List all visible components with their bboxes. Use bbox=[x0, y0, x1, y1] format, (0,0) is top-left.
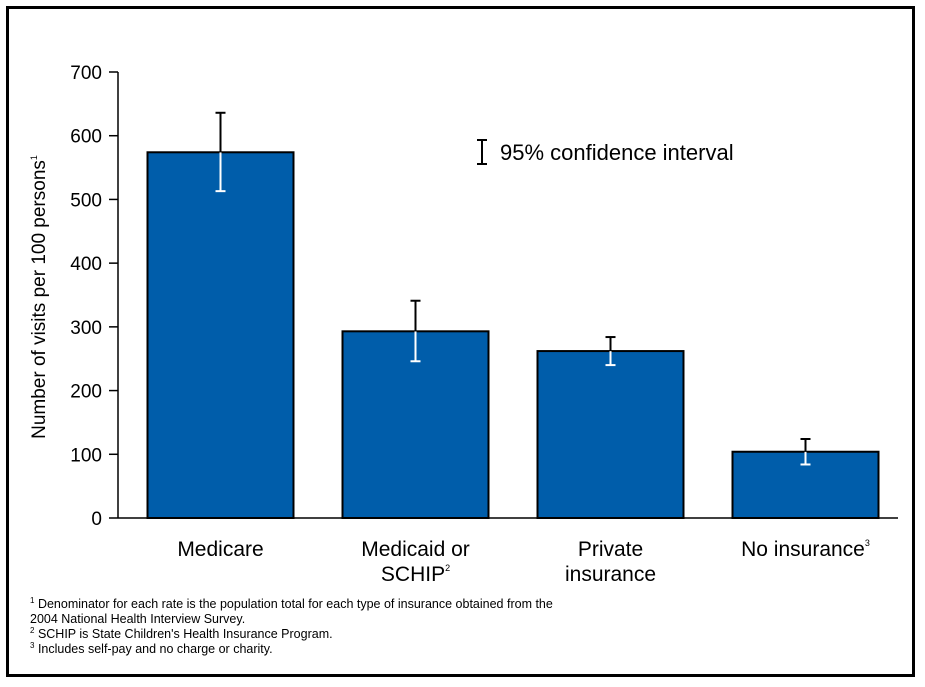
x-category-label: Private insurance bbox=[565, 538, 656, 586]
x-category-label: Medicaid or SCHIP2 bbox=[361, 538, 470, 586]
legend: 95% confidence interval bbox=[477, 139, 734, 165]
y-tick-label: 700 bbox=[70, 63, 102, 84]
y-axis-title-text: Number of visits per 100 persons bbox=[29, 160, 50, 439]
x-category-label: Medicare bbox=[177, 538, 263, 561]
x-category-label-line: Medicaid or bbox=[361, 538, 470, 561]
labels: 0 100 200 300 400 500 600 700 Number of visits p… bbox=[29, 63, 870, 586]
footnote-text: SCHIP is State Children's Health Insuran… bbox=[37, 627, 333, 641]
y-tick-label: 200 bbox=[70, 382, 102, 403]
footnote-line: 1 Denominator for each rate is the popul… bbox=[30, 595, 890, 612]
bar bbox=[146, 151, 295, 519]
bar-chart: 0 100 200 300 400 500 600 700 Number of visits p… bbox=[29, 63, 898, 586]
x-category-label-line: Private bbox=[578, 538, 643, 561]
y-tick-label: 0 bbox=[91, 509, 102, 530]
legend-label: 95% confidence interval bbox=[500, 140, 734, 165]
footnote-line: 3 Includes self-pay and no charge or cha… bbox=[30, 640, 890, 657]
y-tick-label: 300 bbox=[70, 318, 102, 339]
x-category-label-line: Medicare bbox=[177, 538, 263, 561]
footnote-mark: 2 bbox=[30, 625, 35, 635]
x-category-label-line: SCHIP bbox=[381, 563, 445, 586]
footnote-text: Includes self-pay and no charge or chari… bbox=[37, 642, 273, 656]
footnote-mark: 1 bbox=[30, 595, 35, 605]
y-axis-title-footnote: 1 bbox=[29, 155, 39, 160]
bar bbox=[731, 450, 880, 520]
footnotes: 1 Denominator for each rate is the popul… bbox=[30, 595, 890, 657]
bar bbox=[536, 350, 685, 519]
footnote-text: Denominator for each rate is the populat… bbox=[37, 597, 553, 611]
footnote-line: 2004 National Health Interview Survey. bbox=[30, 612, 890, 627]
footnote-line: 2 SCHIP is State Children's Health Insur… bbox=[30, 625, 890, 642]
x-category-label-footnote: 3 bbox=[865, 538, 870, 548]
footnote-mark: 3 bbox=[30, 640, 35, 650]
x-category-label-line: insurance bbox=[565, 563, 656, 586]
bars bbox=[146, 151, 880, 520]
bar bbox=[341, 330, 490, 519]
error-bars bbox=[215, 111, 811, 466]
y-tick-label: 400 bbox=[70, 254, 102, 275]
x-category-label-footnote: 2 bbox=[445, 563, 450, 573]
x-category-label-line: No insurance bbox=[741, 538, 865, 561]
y-tick-label: 100 bbox=[70, 445, 102, 466]
y-tick-label: 600 bbox=[70, 127, 102, 148]
y-axis-title: Number of visits per 100 persons1 bbox=[29, 155, 50, 439]
footnote-text: 2004 National Health Interview Survey. bbox=[30, 612, 246, 626]
y-tick-label: 500 bbox=[70, 190, 102, 211]
x-category-label: No insurance3 bbox=[741, 538, 870, 561]
